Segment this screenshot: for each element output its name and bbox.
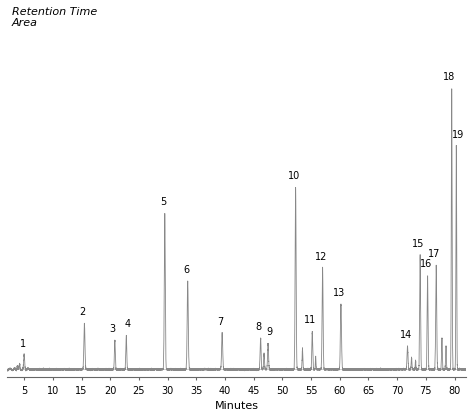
- Text: 10: 10: [288, 171, 300, 181]
- Text: 4: 4: [124, 319, 131, 329]
- Text: 18: 18: [443, 72, 455, 82]
- Text: 11: 11: [304, 315, 316, 325]
- Text: Retention Time
Area: Retention Time Area: [11, 7, 97, 28]
- Text: 15: 15: [412, 239, 424, 249]
- Text: 2: 2: [79, 307, 85, 317]
- Text: 6: 6: [183, 265, 189, 275]
- Text: 1: 1: [20, 339, 26, 349]
- Text: 17: 17: [429, 249, 441, 259]
- Text: 16: 16: [420, 260, 432, 269]
- X-axis label: Minutes: Minutes: [214, 401, 259, 411]
- Text: 5: 5: [160, 197, 166, 207]
- Text: 14: 14: [400, 329, 412, 339]
- Text: 7: 7: [217, 316, 224, 326]
- Text: 12: 12: [315, 252, 327, 262]
- Text: 13: 13: [333, 288, 345, 298]
- Text: 3: 3: [109, 324, 115, 334]
- Text: 19: 19: [452, 130, 464, 140]
- Text: 8: 8: [255, 322, 262, 332]
- Text: 9: 9: [266, 327, 272, 337]
